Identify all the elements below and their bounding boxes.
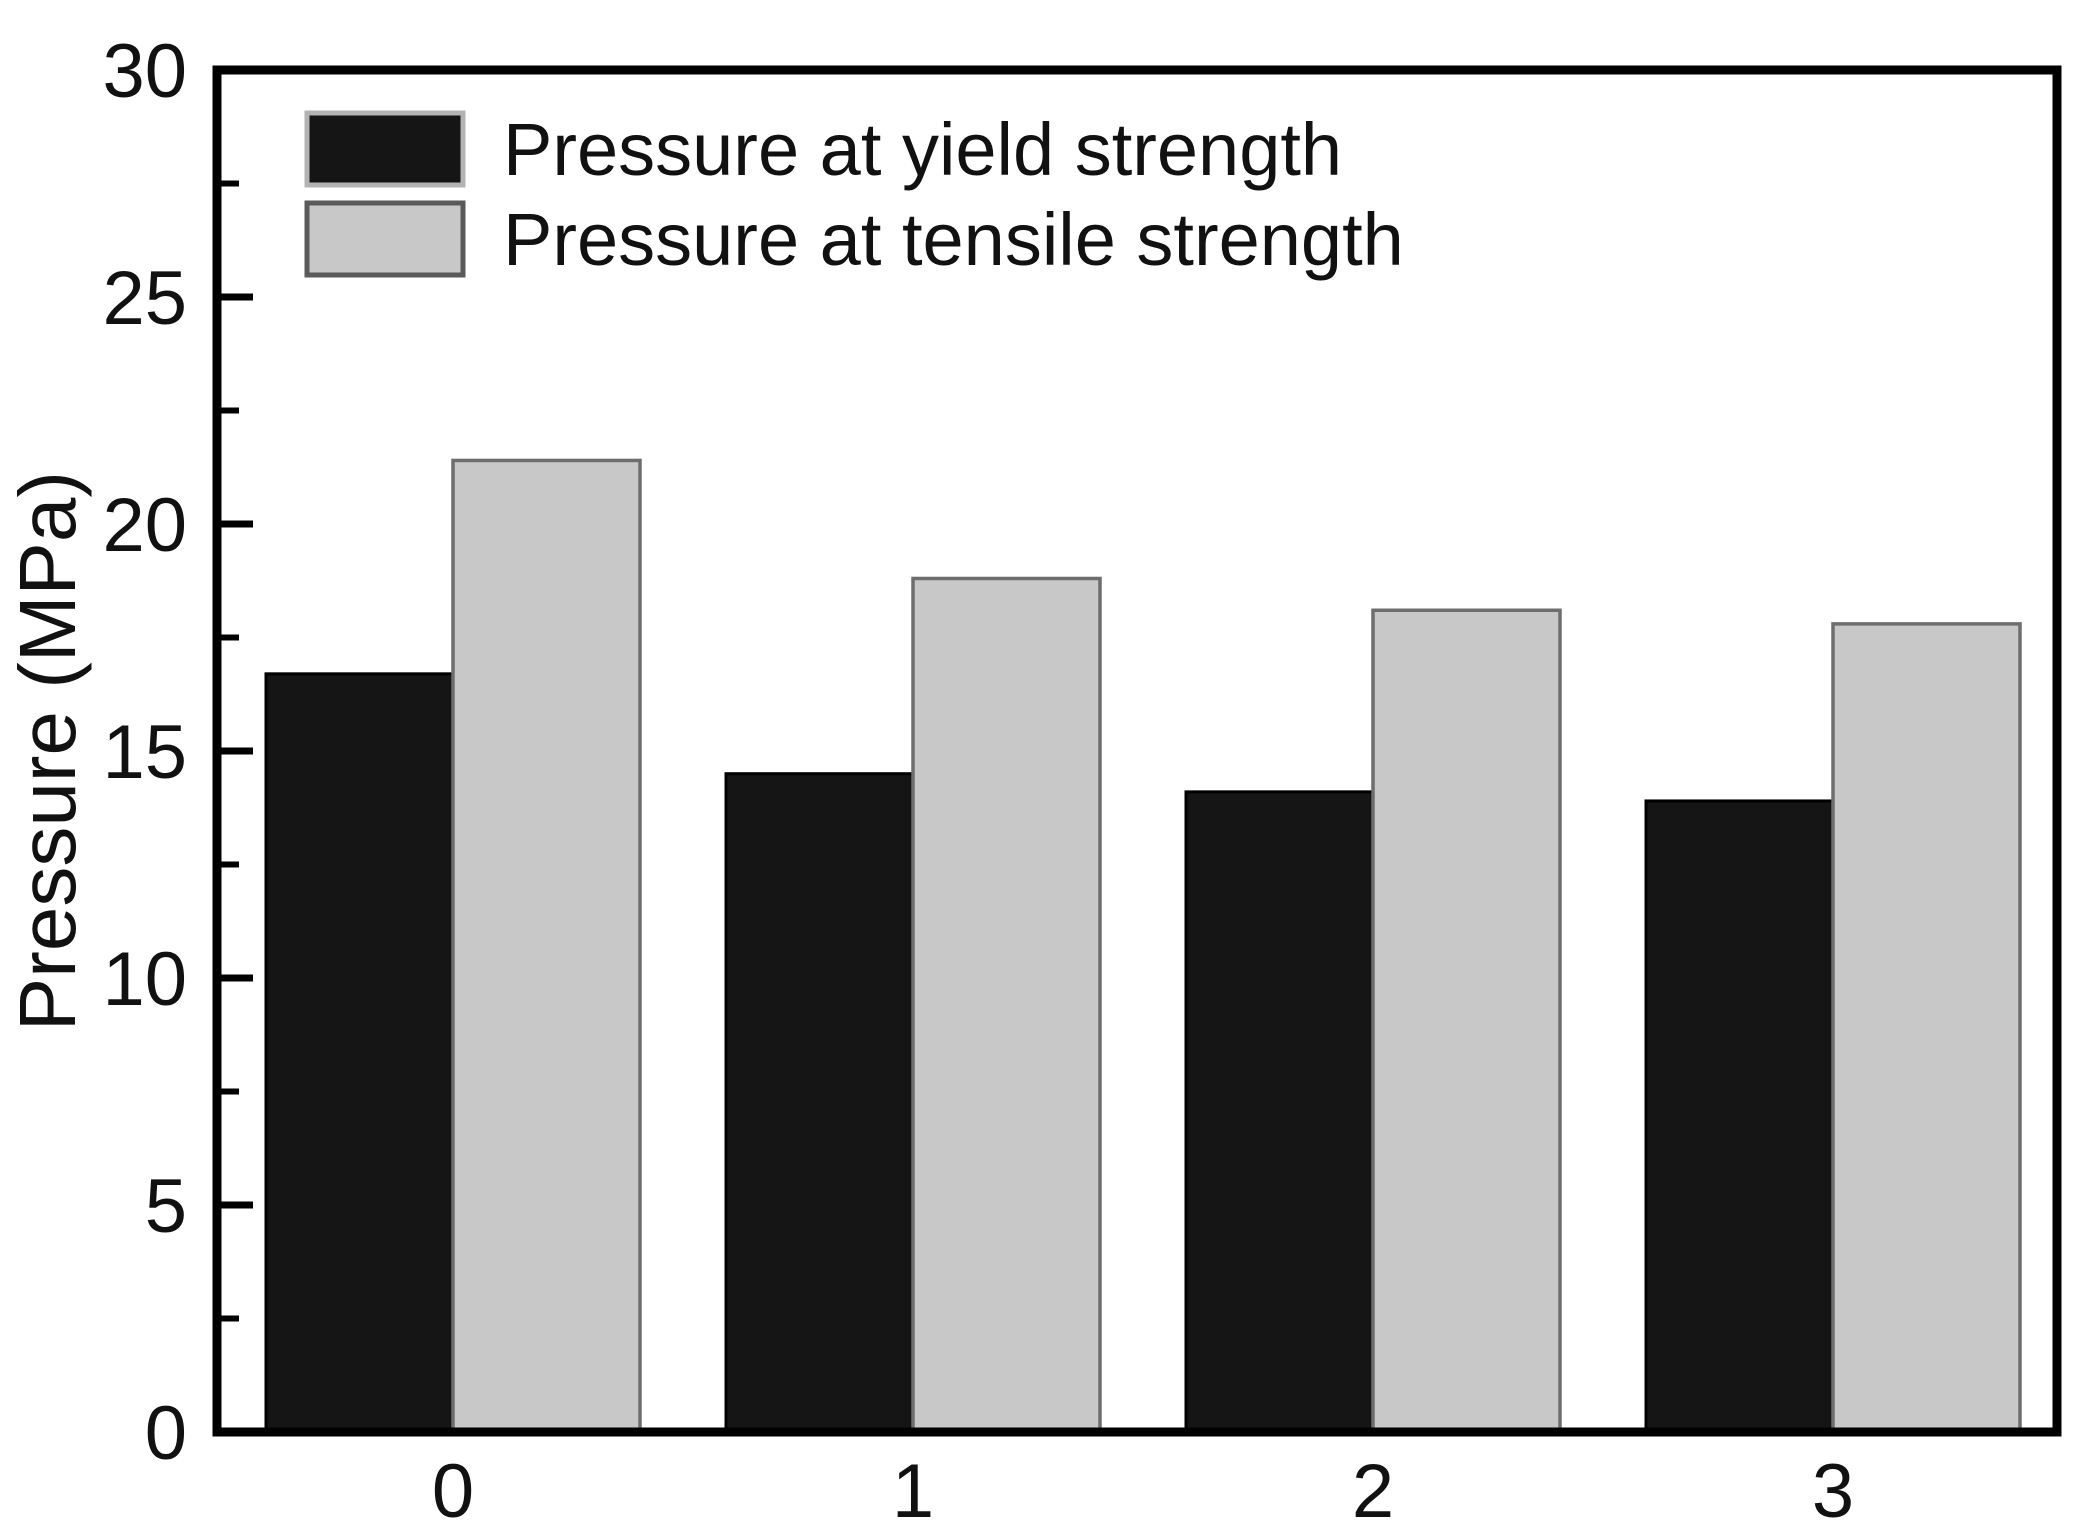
- bar-yield-0: [264, 672, 455, 1434]
- y-tick-label-15: 15: [102, 710, 187, 795]
- x-tick-label-2: 2: [1352, 1449, 1394, 1534]
- y-axis-title: Pressure (MPa): [3, 471, 92, 1031]
- bar-tensile-1: [911, 576, 1102, 1434]
- legend-label-yield: Pressure at yield strength: [503, 108, 1342, 191]
- y-tick-label-20: 20: [102, 483, 187, 568]
- y-tick-label-5: 5: [145, 1164, 187, 1249]
- y-tick-label-25: 25: [102, 256, 187, 341]
- bar-tensile-2: [1371, 608, 1562, 1434]
- y-tick-label-0: 0: [145, 1391, 187, 1476]
- x-tick-label-0: 0: [432, 1449, 474, 1534]
- bar-yield-1: [724, 772, 915, 1434]
- bar-yield-3: [1644, 799, 1835, 1434]
- y-tick-label-10: 10: [102, 937, 187, 1022]
- bar-tensile-3: [1831, 622, 2022, 1434]
- x-tick-label-1: 1: [892, 1449, 934, 1534]
- y-tick-label-30: 30: [102, 29, 187, 114]
- legend-label-tensile: Pressure at tensile strength: [503, 198, 1404, 281]
- legend-swatch-yield: [304, 110, 466, 188]
- legend-swatch-tensile: [304, 200, 466, 278]
- plot-frame: [212, 65, 2062, 1437]
- bar-yield-2: [1184, 790, 1375, 1434]
- x-tick-label-3: 3: [1812, 1449, 1854, 1534]
- bar-tensile-0: [451, 458, 642, 1434]
